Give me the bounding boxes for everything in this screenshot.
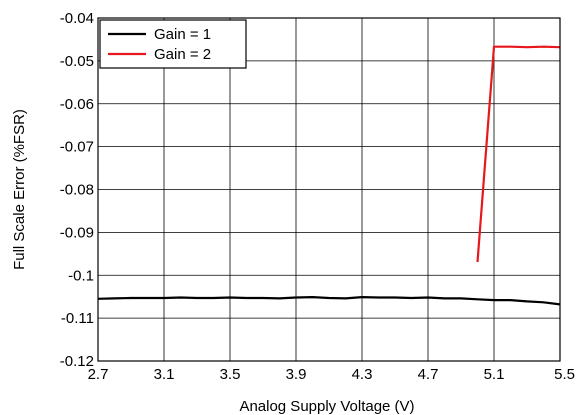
legend-box xyxy=(99,19,247,69)
x-tick-label: 5.1 xyxy=(484,366,505,383)
legend-label-2: Gain = 2 xyxy=(154,46,211,63)
x-axis-label: Analog Supply Voltage (V) xyxy=(239,398,414,415)
y-tick-label: -0.1 xyxy=(68,267,94,284)
x-tick-label: 2.7 xyxy=(88,366,109,383)
y-tick-label: -0.12 xyxy=(60,353,94,370)
x-tick-label: 3.1 xyxy=(154,366,175,383)
y-axis-label: Full Scale Error (%FSR) xyxy=(11,109,28,270)
y-tick-label: -0.11 xyxy=(61,310,94,327)
y-tick-label: -0.06 xyxy=(60,96,94,113)
series-lines xyxy=(98,45,560,306)
series-line-2 xyxy=(476,45,560,263)
legend: Gain = 1 Gain = 2 xyxy=(99,19,247,69)
x-tick-label: 5.5 xyxy=(554,366,575,383)
x-tick-labels: 2.7 3.1 3.5 3.9 4.3 4.7 5.1 5.5 xyxy=(88,366,575,383)
y-tick-label: -0.04 xyxy=(60,10,94,27)
plot-frame xyxy=(97,17,561,362)
y-tick-label: -0.07 xyxy=(60,139,94,156)
y-tick-label: -0.09 xyxy=(60,224,94,241)
series-line-1 xyxy=(98,296,560,306)
grid-lines xyxy=(97,17,561,362)
legend-label-1: Gain = 1 xyxy=(154,26,211,43)
x-tick-label: 4.7 xyxy=(418,366,439,383)
x-tick-label: 4.3 xyxy=(352,366,373,383)
y-tick-label: -0.05 xyxy=(60,53,94,70)
y-tick-labels: -0.12 -0.11 -0.1 -0.09 -0.08 -0.07 -0.06 -0.05 -… xyxy=(60,10,94,370)
x-tick-label: 3.5 xyxy=(220,366,241,383)
x-tick-label: 3.9 xyxy=(286,366,307,383)
y-tick-label: -0.08 xyxy=(60,182,94,199)
